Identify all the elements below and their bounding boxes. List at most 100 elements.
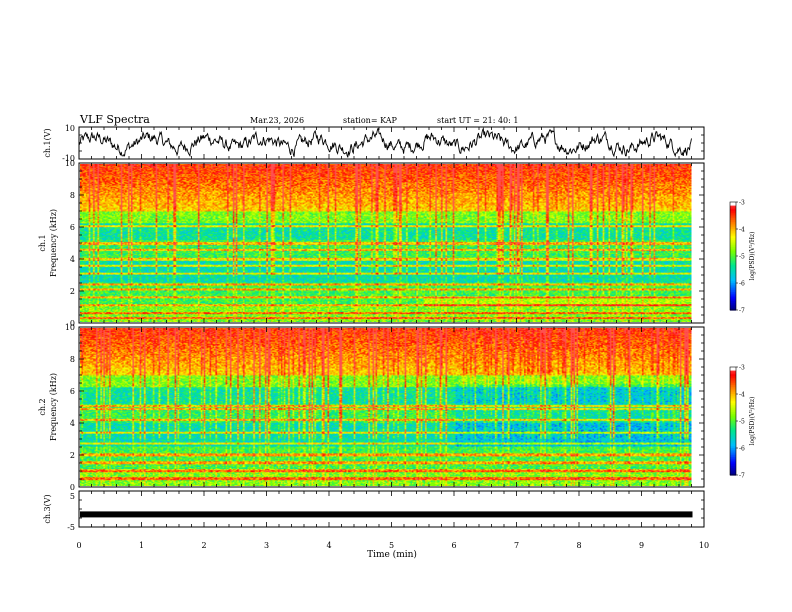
ch1-waveform-panel: 10 -10 ch.1(V) (43, 124, 705, 163)
y-tick-label: 10 (65, 159, 75, 168)
colorbar-segment (730, 451, 736, 454)
colorbar-segment (730, 367, 736, 370)
colorbar-segment (730, 238, 736, 241)
x-tick-label: 5 (389, 541, 394, 550)
colorbar-segment (730, 268, 736, 271)
colorbar-segment (730, 403, 736, 406)
ch3-ytick-bottom: -5 (67, 523, 75, 532)
colorbar-segment (730, 232, 736, 235)
y-tick-label: 0 (70, 319, 75, 328)
colorbar-segment (730, 379, 736, 382)
colorbar-segment (730, 220, 736, 223)
colorbar-segment (730, 404, 736, 408)
colorbar-segment (730, 417, 736, 420)
colorbar-segment (730, 386, 736, 390)
colorbar-tick-label: -7 (739, 473, 745, 480)
colorbar-segment (730, 469, 736, 472)
colorbar-segment (730, 301, 736, 304)
colorbar-segment (730, 279, 736, 282)
colorbar-segment (730, 259, 736, 262)
ch1-spectrogram-image (80, 164, 692, 322)
colorbar-segment (730, 243, 736, 246)
y-tick-label: 4 (70, 419, 75, 428)
station-label: station= KAP (343, 116, 398, 125)
colorbar-segment (730, 381, 736, 384)
colorbar-segment (730, 455, 736, 458)
y-tick-label: 10 (65, 323, 75, 332)
colorbar-segment (730, 265, 736, 268)
spec2-channel-label: ch.2 (38, 398, 47, 415)
colorbar-segment (730, 412, 736, 415)
colorbar-segment (730, 372, 736, 375)
y-tick-label: 4 (70, 255, 75, 264)
colorbar-segment (730, 256, 736, 259)
colorbar-segment (730, 431, 736, 435)
colorbar-segment (730, 439, 736, 442)
colorbar-segment (730, 202, 736, 205)
colorbar-segment (730, 410, 736, 413)
ch2-spectrogram-image (80, 328, 692, 486)
colorbar-segment (730, 444, 736, 447)
colorbar-segment (730, 395, 736, 399)
y-tick-label: 8 (70, 355, 75, 364)
colorbar-segment (730, 448, 736, 451)
figure-title: VLF Spectra (79, 113, 150, 126)
colorbar-segment (730, 288, 736, 291)
colorbar-segment (730, 401, 736, 404)
ch3-frame (78, 490, 705, 528)
colorbar-tick-label: -5 (739, 419, 745, 426)
colorbar-segment (730, 388, 736, 391)
colorbar-segment (730, 292, 736, 295)
colorbar-segment (730, 250, 736, 253)
ch2-spectrogram-panel: ch.2 Frequency (kHz) 0 2 4 6 8 10 (38, 323, 705, 492)
colorbar-segment (730, 236, 736, 239)
ch1-ylabel: ch.1(V) (43, 128, 52, 157)
x-ticks (78, 126, 705, 528)
ch3-ytick-top: 5 (70, 492, 75, 501)
y-tick-label: 8 (70, 191, 75, 200)
colorbar-segment (730, 254, 736, 257)
colorbar-segment (730, 415, 736, 418)
colorbar-segment (730, 234, 736, 237)
colorbar-segment (730, 453, 736, 456)
colorbar-segment (730, 302, 736, 306)
ch1-ytick-top: 10 (65, 124, 75, 133)
colorbar-segment (730, 442, 736, 445)
colorbar-segment (730, 221, 736, 225)
x-tick-label: 3 (264, 541, 269, 550)
colorbar-segment (730, 419, 736, 422)
colorbar-segment (730, 293, 736, 297)
colorbar-segment (730, 263, 736, 266)
ch3-waveform-panel: 5 -5 ch.3(V) (43, 490, 705, 532)
ch2-colorbar: -3 -4 -5 -6 -7 log(PSD)(V²/Hz) (729, 365, 756, 480)
colorbar-segment (730, 270, 736, 273)
x-tick-label: 8 (576, 541, 581, 550)
ch3-ylabel: ch.3(V) (43, 494, 52, 523)
colorbar-segment (730, 257, 736, 261)
colorbar-segment (730, 283, 736, 286)
y-tick-label: 2 (70, 287, 75, 296)
ch1-colorbar: -3 -4 -5 -6 -7 log(PSD)(V²/Hz) (729, 200, 756, 315)
spec1-ylabel: Frequency (kHz) (49, 209, 58, 277)
colorbar-segment (730, 394, 736, 397)
colorbar-segment (730, 261, 736, 264)
colorbar-segment (730, 413, 736, 417)
ch3-waveform-band (80, 511, 693, 518)
colorbar-segment (730, 223, 736, 226)
colorbar-segment (730, 426, 736, 429)
x-tick-label: 4 (326, 541, 331, 550)
colorbar-tick-label: -4 (739, 392, 745, 399)
colorbar-segment (730, 266, 736, 270)
x-tick-label: 1 (139, 541, 144, 550)
colorbar-segment (730, 424, 736, 427)
colorbar-segment (730, 214, 736, 217)
colorbar-segment (730, 370, 736, 373)
colorbar-segment (730, 392, 736, 395)
colorbar-segment (730, 225, 736, 228)
colorbar-segment (730, 245, 736, 248)
colorbar-segment (730, 248, 736, 252)
x-tick-label: 9 (639, 541, 644, 550)
colorbar-tick-label: -5 (739, 254, 745, 261)
colorbar-segment (730, 464, 736, 467)
colorbar-segment (730, 286, 736, 289)
